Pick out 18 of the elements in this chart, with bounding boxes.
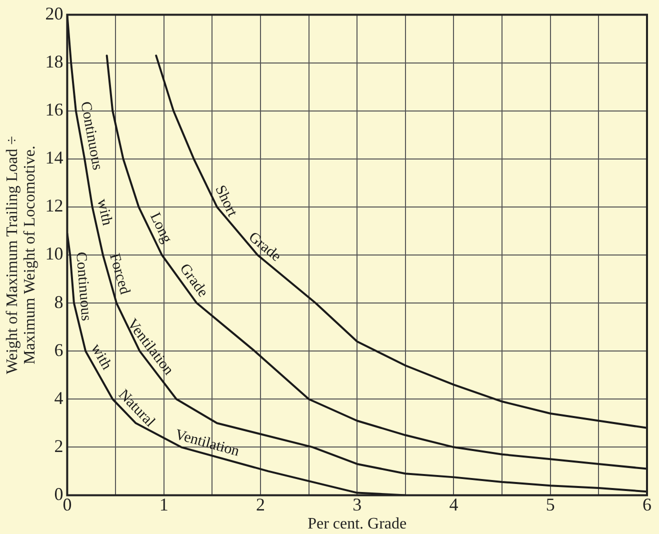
y-tick-label: 16 <box>45 100 64 120</box>
x-tick-label: 6 <box>642 494 652 515</box>
y-tick-label: 10 <box>45 244 64 264</box>
y-tick-label: 18 <box>45 52 64 72</box>
x-tick-label: 3 <box>352 494 362 515</box>
y-tick-label: 14 <box>45 148 64 168</box>
y-tick-label: 20 <box>45 4 64 24</box>
y-tick-label: 4 <box>54 388 64 408</box>
y-tick-label: 8 <box>54 292 64 312</box>
y-axis-title: Weight of Maximum Trailing Load ÷ Maximum Weight of Locomotive. <box>4 136 39 374</box>
x-tick-label: 4 <box>449 494 458 515</box>
y-tick-label: 6 <box>54 340 64 360</box>
x-tick-label: 5 <box>546 494 555 515</box>
x-tick-label: 1 <box>159 494 168 515</box>
x-tick-label: 2 <box>256 494 265 515</box>
y-tick-label: 12 <box>45 196 64 216</box>
y-tick-label: 2 <box>54 436 64 456</box>
x-axis-title: Per cent. Grade <box>308 516 407 533</box>
